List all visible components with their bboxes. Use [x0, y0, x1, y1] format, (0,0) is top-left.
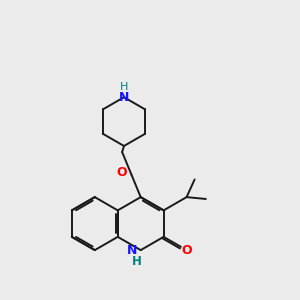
Text: H: H — [120, 82, 128, 92]
Text: H: H — [132, 255, 142, 268]
Text: O: O — [116, 166, 127, 179]
Text: O: O — [181, 244, 192, 256]
Text: N: N — [127, 244, 137, 256]
Text: N: N — [119, 91, 129, 104]
